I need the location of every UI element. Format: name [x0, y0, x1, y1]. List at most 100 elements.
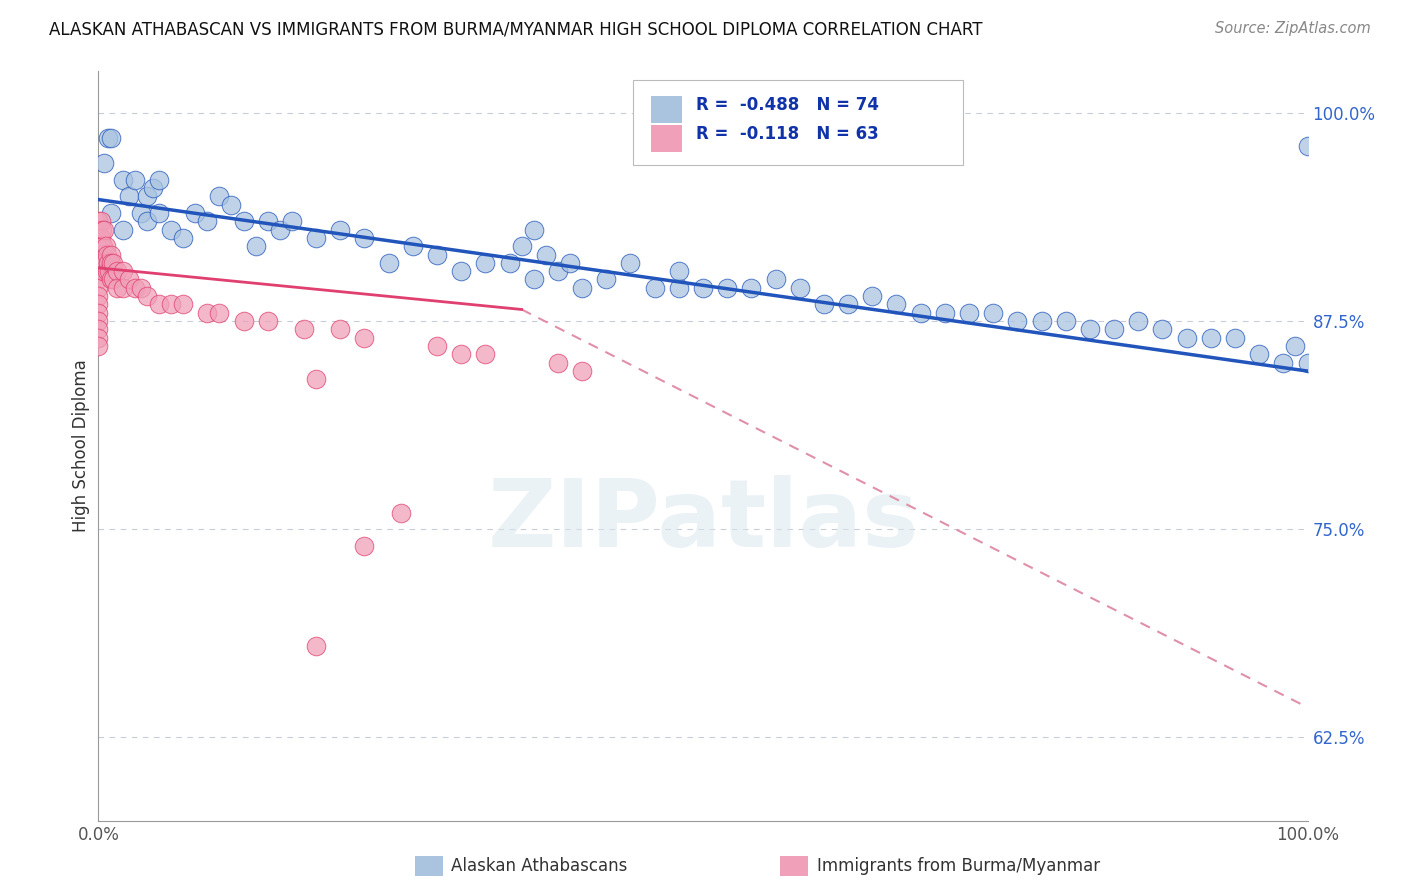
Point	[87, 214, 110, 228]
Point	[534, 247, 557, 261]
Point	[148, 172, 170, 186]
Point	[160, 297, 183, 311]
Point	[619, 256, 641, 270]
Point	[281, 214, 304, 228]
Point	[87, 264, 110, 278]
Point	[426, 339, 449, 353]
Point	[1031, 314, 1053, 328]
Point	[571, 364, 593, 378]
Point	[111, 172, 134, 186]
Point	[124, 281, 146, 295]
Point	[91, 256, 114, 270]
Point	[389, 506, 412, 520]
Point	[101, 256, 124, 270]
Point	[124, 172, 146, 186]
Point	[87, 231, 110, 245]
Point	[860, 289, 883, 303]
Point	[523, 272, 546, 286]
Point	[118, 272, 141, 286]
Point	[256, 214, 278, 228]
Text: Source: ZipAtlas.com: Source: ZipAtlas.com	[1215, 21, 1371, 36]
Point	[87, 289, 110, 303]
Point	[172, 231, 194, 245]
Point	[184, 206, 207, 220]
Point	[1054, 314, 1077, 328]
Point	[100, 256, 122, 270]
Point	[353, 539, 375, 553]
Point	[668, 264, 690, 278]
Text: ALASKAN ATHABASCAN VS IMMIGRANTS FROM BURMA/MYANMAR HIGH SCHOOL DIPLOMA CORRELAT: ALASKAN ATHABASCAN VS IMMIGRANTS FROM BU…	[49, 21, 983, 38]
Text: R =  -0.488   N = 74: R = -0.488 N = 74	[696, 96, 879, 114]
Point	[232, 214, 254, 228]
Point	[292, 322, 315, 336]
Point	[129, 206, 152, 220]
Point	[135, 189, 157, 203]
Point	[96, 247, 118, 261]
Point	[90, 231, 112, 245]
Point	[93, 222, 115, 236]
Point	[148, 206, 170, 220]
Point	[813, 297, 835, 311]
Point	[98, 264, 121, 278]
Point	[208, 189, 231, 203]
Point	[256, 314, 278, 328]
Point	[547, 264, 569, 278]
Point	[91, 239, 114, 253]
Point	[172, 297, 194, 311]
Point	[87, 339, 110, 353]
Point	[91, 222, 114, 236]
Point	[87, 222, 110, 236]
Point	[692, 281, 714, 295]
Point	[91, 264, 114, 278]
Point	[305, 372, 328, 386]
Point	[595, 272, 617, 286]
Point	[1249, 347, 1271, 361]
Point	[111, 281, 134, 295]
Point	[353, 331, 375, 345]
Point	[118, 189, 141, 203]
Point	[1199, 331, 1222, 345]
Point	[1152, 322, 1174, 336]
Point	[644, 281, 666, 295]
Text: R =  -0.118   N = 63: R = -0.118 N = 63	[696, 125, 879, 143]
Point	[87, 281, 110, 295]
Point	[353, 231, 375, 245]
Point	[142, 181, 165, 195]
Text: Alaskan Athabascans: Alaskan Athabascans	[451, 857, 627, 875]
Point	[90, 214, 112, 228]
Point	[474, 256, 496, 270]
Point	[305, 639, 328, 653]
Point	[91, 239, 114, 253]
Point	[221, 197, 243, 211]
Point	[105, 264, 128, 278]
Point	[1078, 322, 1101, 336]
Point	[426, 247, 449, 261]
Point	[97, 256, 120, 270]
Text: ZIPatlas: ZIPatlas	[488, 475, 918, 567]
Point	[87, 314, 110, 328]
Point	[377, 256, 399, 270]
Point	[97, 131, 120, 145]
Point	[111, 222, 134, 236]
Point	[1007, 314, 1029, 328]
Point	[1296, 356, 1319, 370]
Point	[981, 306, 1004, 320]
Point	[957, 306, 980, 320]
Point	[135, 289, 157, 303]
Point	[90, 247, 112, 261]
Point	[93, 156, 115, 170]
Point	[329, 222, 352, 236]
Point	[195, 214, 218, 228]
Point	[1102, 322, 1125, 336]
Point	[474, 347, 496, 361]
Point	[1175, 331, 1198, 345]
Point	[1223, 331, 1246, 345]
Point	[232, 314, 254, 328]
Point	[87, 322, 110, 336]
Point	[886, 297, 908, 311]
Point	[1296, 139, 1319, 153]
Point	[195, 306, 218, 320]
Point	[160, 222, 183, 236]
Point	[1128, 314, 1150, 328]
Point	[87, 239, 110, 253]
